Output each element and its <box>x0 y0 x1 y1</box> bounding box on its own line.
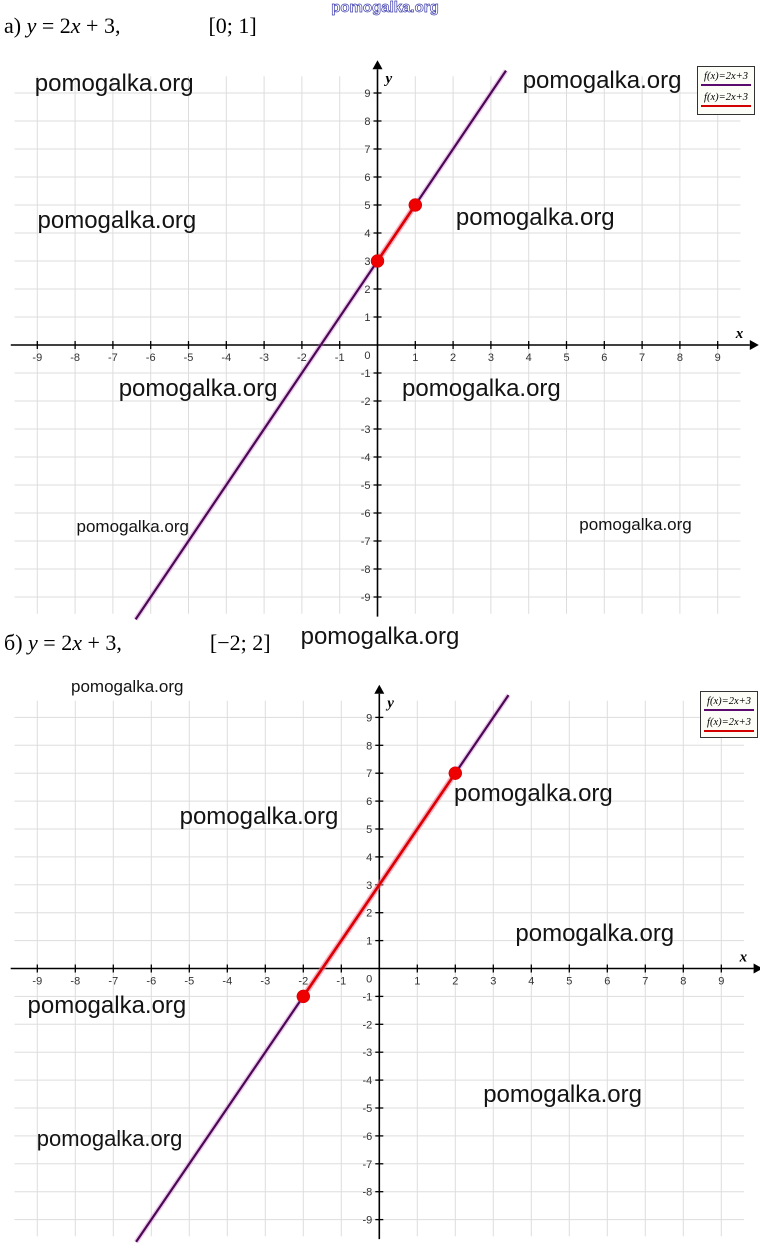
svg-text:-5: -5 <box>184 976 194 988</box>
svg-text:-9: -9 <box>361 592 371 604</box>
svg-text:7: 7 <box>366 768 372 780</box>
svg-text:9: 9 <box>718 976 724 988</box>
svg-text:5: 5 <box>566 976 572 988</box>
svg-text:-7: -7 <box>108 352 118 364</box>
svg-text:-2: -2 <box>361 396 371 408</box>
svg-text:-4: -4 <box>222 976 232 988</box>
svg-text:6: 6 <box>604 976 610 988</box>
svg-text:7: 7 <box>642 976 648 988</box>
svg-text:-5: -5 <box>361 480 371 492</box>
svg-text:-8: -8 <box>363 1187 373 1199</box>
svg-text:-9: -9 <box>363 1215 373 1227</box>
svg-text:-8: -8 <box>70 352 80 364</box>
svg-text:8: 8 <box>366 740 372 752</box>
svg-text:9: 9 <box>715 352 721 364</box>
svg-text:4: 4 <box>528 976 534 988</box>
svg-text:5: 5 <box>563 352 569 364</box>
svg-text:6: 6 <box>366 796 372 808</box>
svg-text:-1: -1 <box>363 991 373 1003</box>
svg-text:4: 4 <box>366 852 372 864</box>
svg-text:-7: -7 <box>108 976 118 988</box>
svg-text:2: 2 <box>450 352 456 364</box>
svg-text:-4: -4 <box>363 1075 373 1087</box>
svg-text:-3: -3 <box>363 1047 373 1059</box>
svg-text:-4: -4 <box>221 352 231 364</box>
svg-text:-4: -4 <box>361 452 371 464</box>
svg-text:x: x <box>739 950 748 966</box>
svg-text:8: 8 <box>677 352 683 364</box>
svg-text:-1: -1 <box>335 352 345 364</box>
svg-text:7: 7 <box>364 144 370 156</box>
svg-text:-1: -1 <box>361 368 371 380</box>
svg-text:-9: -9 <box>32 352 42 364</box>
svg-text:-7: -7 <box>361 536 371 548</box>
svg-text:-6: -6 <box>146 976 156 988</box>
svg-text:-1: -1 <box>336 976 346 988</box>
svg-text:-6: -6 <box>361 508 371 520</box>
svg-text:-9: -9 <box>32 976 42 988</box>
svg-text:-8: -8 <box>361 564 371 576</box>
svg-text:3: 3 <box>366 880 372 892</box>
svg-text:-2: -2 <box>297 352 307 364</box>
svg-text:9: 9 <box>364 88 370 100</box>
svg-text:1: 1 <box>366 936 372 948</box>
svg-text:6: 6 <box>364 172 370 184</box>
svg-text:-5: -5 <box>184 352 194 364</box>
svg-text:-3: -3 <box>260 976 270 988</box>
svg-text:-6: -6 <box>363 1131 373 1143</box>
svg-text:y: y <box>385 696 394 712</box>
svg-text:y: y <box>384 71 393 87</box>
svg-text:4: 4 <box>364 228 370 240</box>
svg-text:1: 1 <box>364 312 370 324</box>
svg-text:5: 5 <box>366 824 372 836</box>
svg-text:0: 0 <box>366 974 372 986</box>
svg-text:-3: -3 <box>361 424 371 436</box>
svg-text:6: 6 <box>601 352 607 364</box>
svg-text:8: 8 <box>364 116 370 128</box>
svg-text:3: 3 <box>488 352 494 364</box>
svg-text:8: 8 <box>680 976 686 988</box>
svg-text:3: 3 <box>490 976 496 988</box>
svg-text:2: 2 <box>452 976 458 988</box>
svg-text:9: 9 <box>366 712 372 724</box>
svg-text:-3: -3 <box>259 352 269 364</box>
svg-text:-6: -6 <box>146 352 156 364</box>
svg-text:-8: -8 <box>70 976 80 988</box>
svg-text:5: 5 <box>364 200 370 212</box>
svg-text:-7: -7 <box>363 1159 373 1171</box>
svg-text:1: 1 <box>414 976 420 988</box>
svg-text:x: x <box>735 326 744 342</box>
svg-text:2: 2 <box>364 284 370 296</box>
svg-text:2: 2 <box>366 908 372 920</box>
svg-text:-2: -2 <box>363 1019 373 1031</box>
svg-text:7: 7 <box>639 352 645 364</box>
svg-text:0: 0 <box>364 350 370 362</box>
svg-text:4: 4 <box>526 352 532 364</box>
svg-text:-2: -2 <box>298 976 308 988</box>
svg-text:-5: -5 <box>363 1103 373 1115</box>
svg-text:3: 3 <box>364 256 370 268</box>
svg-text:1: 1 <box>412 352 418 364</box>
